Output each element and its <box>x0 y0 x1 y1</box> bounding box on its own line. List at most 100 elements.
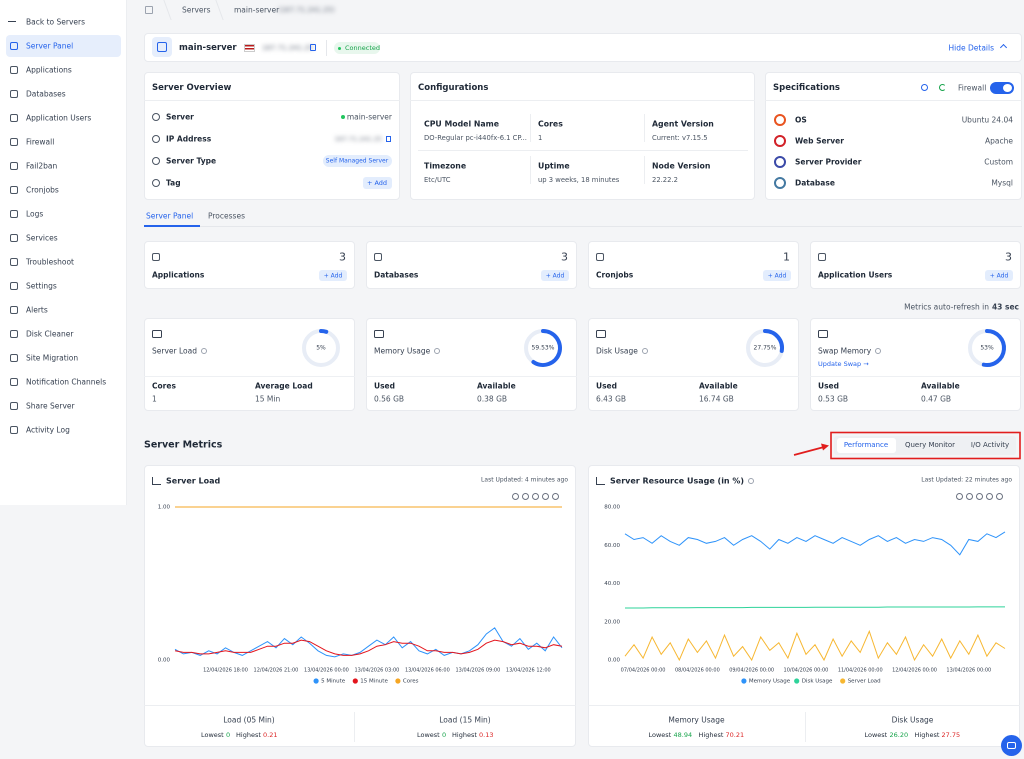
nav-icon <box>10 378 18 386</box>
copy-icon <box>386 136 391 142</box>
section-title: Server Metrics <box>144 440 222 451</box>
back-link[interactable]: Back to Servers <box>26 18 85 27</box>
metric-tab[interactable]: Performance <box>844 441 888 449</box>
nav-item[interactable]: Disk Cleaner <box>26 330 73 339</box>
tab[interactable]: Processes <box>208 212 245 221</box>
nav-item[interactable]: Databases <box>26 90 66 99</box>
summary-title: Load (05 Min) <box>223 716 274 725</box>
add-button[interactable]: + Add <box>324 272 343 279</box>
update-swap-link[interactable]: Update Swap → <box>818 360 869 368</box>
chart-icon <box>596 477 605 485</box>
card-rule <box>765 100 1022 101</box>
spec-value: Ubuntu 24.04 <box>962 116 1013 125</box>
count-value: 3 <box>1005 251 1012 264</box>
nav-icon <box>10 138 18 146</box>
col-divider <box>644 114 645 142</box>
add-tag[interactable]: + Add <box>367 179 387 187</box>
chart-tool[interactable] <box>956 493 963 500</box>
summary-label: Highest <box>699 731 724 739</box>
add-button[interactable]: + Add <box>768 272 787 279</box>
pointer-arrow <box>794 447 824 455</box>
stat-value: 16.74 GB <box>699 395 734 404</box>
nav-item[interactable]: Troubleshoot <box>26 258 74 267</box>
config-label: CPU Model Name <box>424 120 499 129</box>
pointer-arrowhead <box>821 444 829 451</box>
stat-label: Cores <box>152 382 176 391</box>
row-icon <box>152 113 160 121</box>
nav-icon <box>10 186 18 194</box>
count-value: 1 <box>783 251 790 264</box>
count-label: Applications <box>152 271 204 280</box>
chart-tool[interactable] <box>542 493 549 500</box>
tab-active[interactable]: Server Panel <box>146 212 193 221</box>
stat-label: Used <box>818 382 839 391</box>
nav-item[interactable]: Services <box>26 234 58 243</box>
chart-tool[interactable] <box>532 493 539 500</box>
chart-tool[interactable] <box>976 493 983 500</box>
nav-item[interactable]: Applications <box>26 66 72 75</box>
nav-item[interactable]: Notification Channels <box>26 378 106 387</box>
metric-title: Swap Memory <box>818 347 871 356</box>
crumb-sep <box>215 0 223 20</box>
config-label: Cores <box>538 120 563 129</box>
share-icon[interactable] <box>921 84 928 91</box>
row-value: main-server <box>347 113 392 122</box>
chart-tool[interactable] <box>996 493 1003 500</box>
add-button[interactable]: + Add <box>990 272 1009 279</box>
nav-item[interactable]: Share Server <box>26 402 75 411</box>
row-icon <box>152 179 160 187</box>
add-button[interactable]: + Add <box>546 272 565 279</box>
back-arrow-icon <box>8 21 16 22</box>
nav-icon <box>10 306 18 314</box>
breadcrumb-link[interactable]: Servers <box>182 6 211 15</box>
last-updated: Last Updated: 22 minutes ago <box>921 477 1012 484</box>
nav-item[interactable]: Server Panel <box>26 42 73 51</box>
metric-tab[interactable]: I/O Activity <box>971 441 1009 449</box>
chart-tool[interactable] <box>552 493 559 500</box>
col-divider <box>644 156 645 184</box>
metric-title: Memory Usage <box>374 347 430 356</box>
chart-icon <box>152 477 161 485</box>
metric-tab[interactable]: Query Monitor <box>905 441 955 449</box>
summary-divider <box>805 712 806 742</box>
hide-details[interactable]: Hide Details <box>949 44 994 53</box>
card-title: Configurations <box>418 83 488 93</box>
info-icon <box>434 348 440 354</box>
nav-item[interactable]: Firewall <box>26 138 54 147</box>
stat-value: 0.38 GB <box>477 395 507 404</box>
config-value: up 3 weeks, 18 minutes <box>538 176 619 184</box>
row-label: Tag <box>166 179 181 188</box>
summary-highest: 70.21 <box>726 731 745 739</box>
nav-item[interactable]: Application Users <box>26 114 91 123</box>
crumb-sep <box>163 0 171 20</box>
stat-value: 15 Min <box>255 395 280 404</box>
card-title: Server Overview <box>152 83 231 93</box>
nav-item[interactable]: Alerts <box>26 306 48 315</box>
metric-icon <box>596 330 606 338</box>
nav-item[interactable]: Cronjobs <box>26 186 59 195</box>
count-icon <box>374 253 382 261</box>
nav-item[interactable]: Site Migration <box>26 354 78 363</box>
nav-item[interactable]: Logs <box>26 210 43 219</box>
summary-lowest: 0 <box>226 731 230 739</box>
stat-label: Used <box>596 382 617 391</box>
nav-icon <box>10 330 18 338</box>
nav-item[interactable]: Activity Log <box>26 426 70 435</box>
row-value: Self Managed Server <box>326 158 388 165</box>
chart-tool[interactable] <box>522 493 529 500</box>
nav-icon <box>10 90 18 98</box>
nav-item[interactable]: Settings <box>26 282 57 291</box>
nav-item[interactable]: Fail2ban <box>26 162 57 171</box>
chart-tool[interactable] <box>986 493 993 500</box>
chart-tool[interactable] <box>966 493 973 500</box>
chart-tool[interactable] <box>512 493 519 500</box>
refresh-icon[interactable] <box>939 84 946 91</box>
info-icon <box>201 348 207 354</box>
summary-rule <box>588 705 1020 706</box>
count-card <box>810 241 1021 289</box>
divider <box>326 40 327 56</box>
server-glyph <box>157 42 167 52</box>
spec-value: Custom <box>984 158 1013 167</box>
count-label: Databases <box>374 271 418 280</box>
